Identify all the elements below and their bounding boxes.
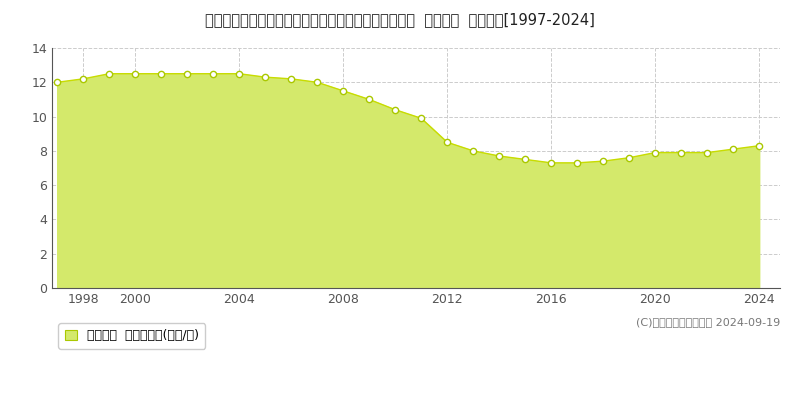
Legend: 基準地価  平均坪単価(万円/坪): 基準地価 平均坪単価(万円/坪) [58, 323, 206, 348]
Text: (C)土地価格ドットコム 2024-09-19: (C)土地価格ドットコム 2024-09-19 [636, 317, 780, 327]
Text: 岩手県紫波郡矢巾町流通センター南４丁目１６番１８  基準地価  地価推移[1997-2024]: 岩手県紫波郡矢巾町流通センター南４丁目１６番１８ 基準地価 地価推移[1997-… [205, 12, 595, 27]
